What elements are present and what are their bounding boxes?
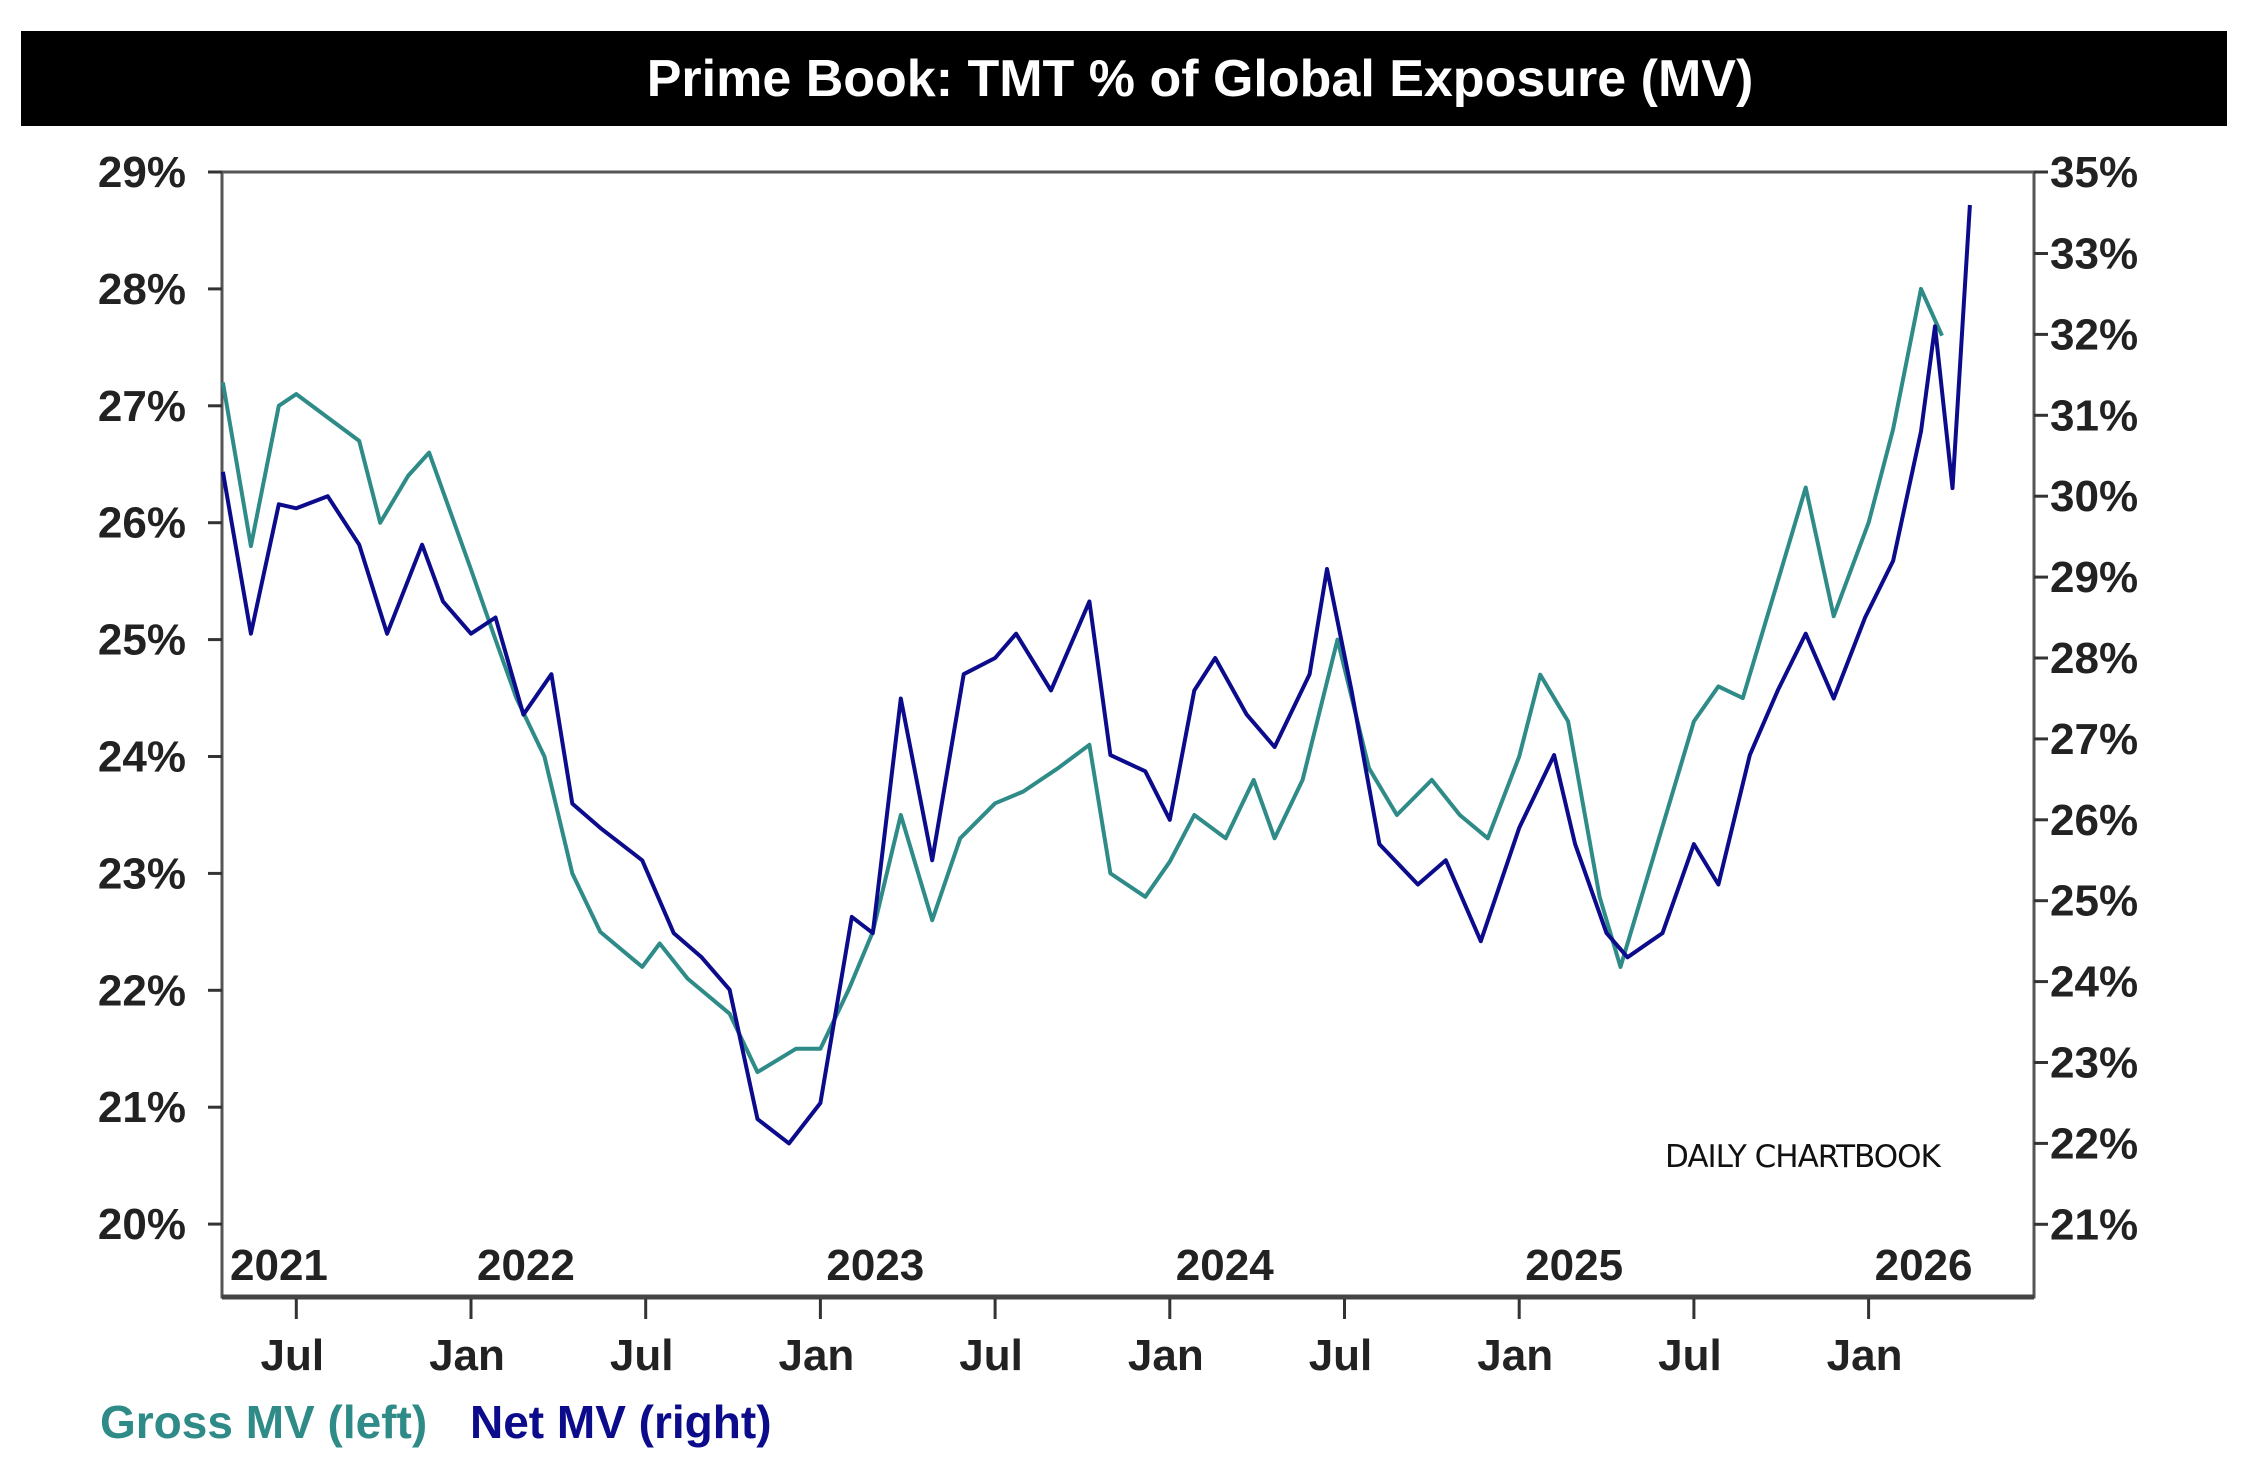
right-axis-tick-label: 22% — [2050, 1119, 2138, 1168]
right-axis-tick-label: 32% — [2050, 310, 2138, 359]
month-tick-label: Jul — [959, 1331, 1023, 1380]
left-axis-tick-label: 21% — [98, 1083, 186, 1132]
year-label: 2022 — [477, 1241, 575, 1290]
month-tick-label: Jan — [1477, 1331, 1553, 1380]
month-tick-label: Jan — [429, 1331, 505, 1380]
year-label: 2021 — [230, 1241, 328, 1290]
right-axis-tick-label: 31% — [2050, 391, 2138, 440]
left-axis-tick-label: 24% — [98, 733, 186, 782]
year-label: 2023 — [826, 1241, 924, 1290]
watermark: DAILY CHARTBOOK — [1665, 1139, 1942, 1175]
month-tick-label: Jan — [778, 1331, 854, 1380]
left-axis-tick-label: 28% — [98, 265, 186, 314]
right-axis-tick-label: 27% — [2050, 715, 2138, 764]
right-axis-tick-label: 35% — [2050, 148, 2138, 197]
legend-gross: Gross MV (left) — [100, 1396, 427, 1448]
left-axis-tick-label: 26% — [98, 499, 186, 548]
right-axis-tick-label: 24% — [2050, 958, 2138, 1007]
right-axis-tick-label: 25% — [2050, 877, 2138, 926]
right-axis-tick-label: 33% — [2050, 230, 2138, 279]
gross-mv-line — [220, 286, 1944, 1075]
year-label: 2025 — [1525, 1241, 1623, 1290]
left-axis-tick-label: 22% — [98, 966, 186, 1015]
year-label: 2024 — [1176, 1241, 1274, 1290]
left-axis-tick-label: 25% — [98, 616, 186, 665]
month-tick-label: Jul — [610, 1331, 674, 1380]
chart-title: Prime Book: TMT % of Global Exposure (MV… — [647, 50, 1754, 108]
right-axis-tick-label: 28% — [2050, 634, 2138, 683]
net-mv-line — [220, 204, 1972, 1146]
title-bar — [21, 31, 2227, 126]
month-tick-label: Jul — [261, 1331, 325, 1380]
year-label: 2026 — [1875, 1241, 1973, 1290]
right-axis-tick-label: 26% — [2050, 796, 2138, 845]
left-axis-tick-label: 23% — [98, 849, 186, 898]
right-axis-tick-label: 21% — [2050, 1200, 2138, 1249]
plot-frame — [220, 170, 2036, 1299]
right-axis-tick-label: 23% — [2050, 1039, 2138, 1088]
left-axis-tick-label: 20% — [98, 1200, 186, 1249]
month-tick-label: Jan — [1128, 1331, 1204, 1380]
right-axis-tick-label: 29% — [2050, 553, 2138, 602]
left-axis-tick-label: 29% — [98, 148, 186, 197]
legend-net: Net MV (right) — [470, 1396, 772, 1448]
series-group — [220, 204, 1972, 1146]
month-tick-label: Jan — [1827, 1331, 1903, 1380]
month-tick-label: Jul — [1658, 1331, 1722, 1380]
left-axis-tick-label: 27% — [98, 382, 186, 431]
axes: 29% 28% 27% 26% 25% 24% 23% 22% 21% 20% 35% 33% 32% 3… — [98, 148, 2138, 1380]
month-tick-label: Jul — [1309, 1331, 1373, 1380]
right-axis-tick-label: 30% — [2050, 472, 2138, 521]
